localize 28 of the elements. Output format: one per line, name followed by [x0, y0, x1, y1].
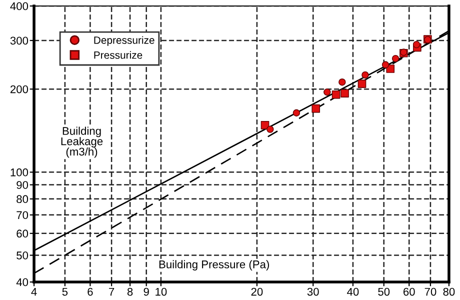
- x-tick-label: 40: [347, 288, 359, 296]
- y-tick-label: 70: [16, 211, 28, 220]
- y-tick-label: 100: [10, 168, 28, 176]
- x-tick-label: 8: [127, 288, 133, 296]
- y-tick-label: 50: [16, 252, 28, 260]
- x-axis-title: Building Pressure (Pa): [159, 260, 269, 271]
- y-tick-label: 90: [16, 181, 28, 189]
- legend-label: Pressurize: [94, 51, 142, 59]
- x-tick-label: 6: [88, 288, 93, 296]
- x-tick-label: 80: [443, 288, 455, 296]
- legend-label: Depressurize: [94, 36, 154, 46]
- y-tick-label: 80: [16, 195, 28, 204]
- y-tick-label: 200: [10, 85, 28, 94]
- x-tick-label: 30: [307, 288, 319, 296]
- y-axis-title: Building Leakage (m3/h): [61, 126, 103, 158]
- y-tick-label: 40: [16, 278, 28, 286]
- y-tick-label: 60: [16, 230, 28, 238]
- x-tick-label: 10: [156, 288, 167, 296]
- x-tick-label: 70: [424, 288, 436, 296]
- x-tick-label: 4: [31, 288, 37, 296]
- x-tick-label: 20: [251, 288, 263, 296]
- y-tick-label: 300: [10, 36, 28, 45]
- x-tick-label: 9: [144, 288, 149, 296]
- x-tick-label: 5: [62, 288, 68, 296]
- x-tick-label: 60: [404, 288, 415, 296]
- x-tick-label: 7: [109, 288, 114, 296]
- y-tick-label: 400: [10, 2, 28, 10]
- x-tick-label: 50: [378, 288, 390, 296]
